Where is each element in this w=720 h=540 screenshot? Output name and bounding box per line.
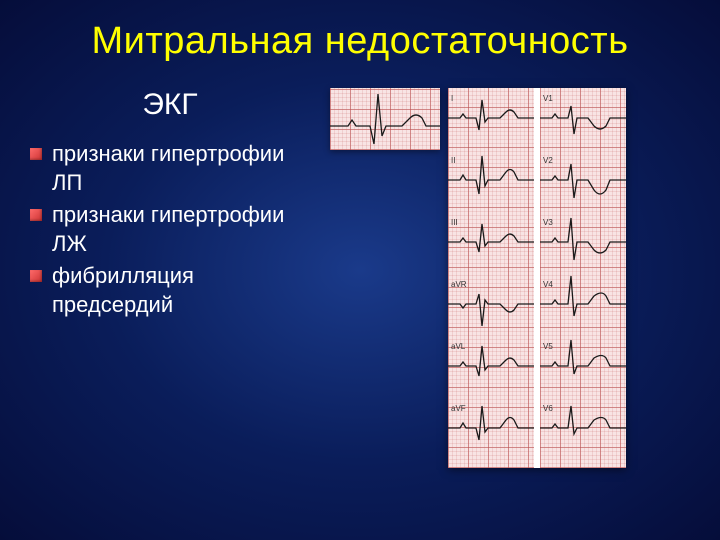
- left-column: ЭКГ признаки гипертрофии ЛП признаки гип…: [30, 88, 310, 324]
- ecg-path: [540, 406, 626, 434]
- subtitle: ЭКГ: [30, 88, 310, 122]
- content-row: ЭКГ признаки гипертрофии ЛП признаки гип…: [30, 88, 690, 468]
- bullet-list: признаки гипертрофии ЛП признаки гипертр…: [30, 140, 310, 320]
- slide: Митральная недостаточность ЭКГ признаки …: [0, 0, 720, 540]
- ecg-trace-small: [330, 88, 440, 150]
- ecg-path: [448, 294, 534, 326]
- ecg-strip-limb: I II III aVR aVL aVF: [448, 88, 534, 468]
- ecg-strips-container: I II III aVR aVL aVF: [448, 88, 626, 468]
- ecg-path: [448, 156, 534, 194]
- ecg-path: [540, 276, 626, 316]
- ecg-area: I II III aVR aVL aVF: [330, 88, 690, 468]
- ecg-trace-strip: [448, 88, 534, 468]
- bullet-item: фибрилляция предсердий: [30, 262, 310, 319]
- ecg-path: [448, 346, 534, 376]
- bullet-item: признаки гипертрофии ЛП: [30, 140, 310, 197]
- slide-title: Митральная недостаточность: [30, 20, 690, 63]
- ecg-path: [448, 406, 534, 440]
- bullet-item: признаки гипертрофии ЛЖ: [30, 201, 310, 258]
- ecg-trace-strip: [540, 88, 626, 468]
- ecg-small-panel: [330, 88, 440, 150]
- ecg-path: [540, 106, 626, 134]
- ecg-strip-precordial: V1 V2 V3 V4 V5 V6: [540, 88, 626, 468]
- ecg-path: [448, 224, 534, 252]
- ecg-path: [540, 164, 626, 198]
- ecg-path: [540, 340, 626, 374]
- ecg-path: [448, 100, 534, 130]
- ecg-path: [330, 94, 440, 144]
- ecg-path: [540, 218, 626, 260]
